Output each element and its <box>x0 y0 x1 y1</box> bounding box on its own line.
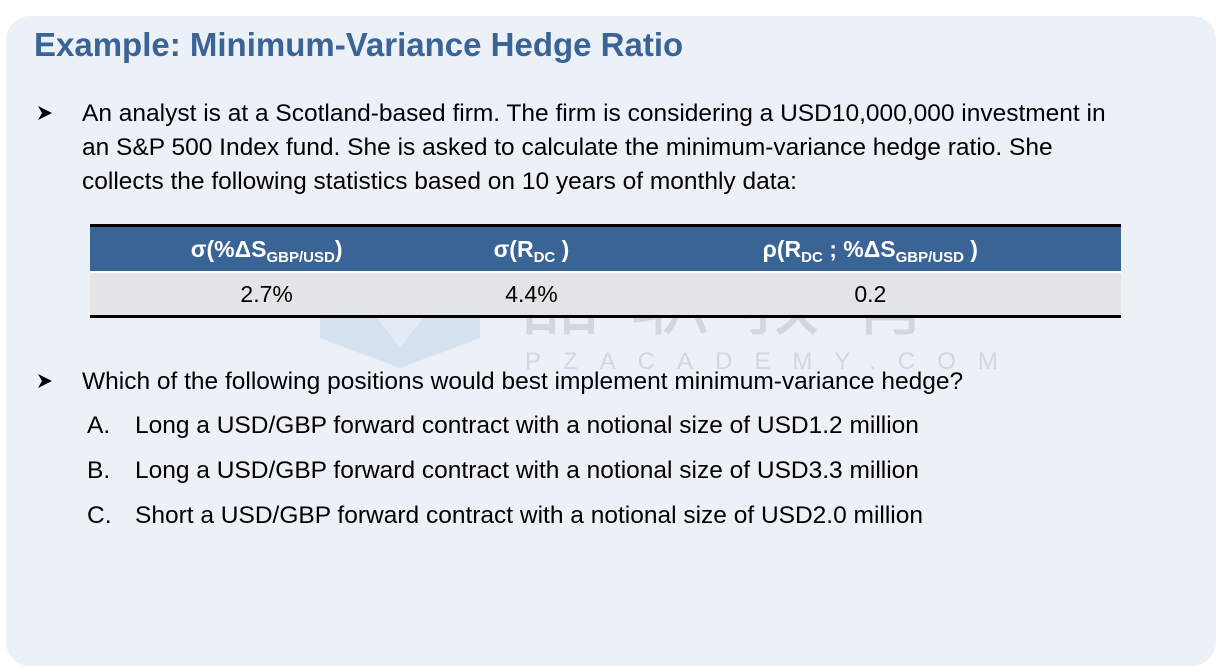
arrow-bullet-icon <box>36 104 54 126</box>
option-letter: A. <box>87 412 111 439</box>
table-cell: 0.2 <box>619 272 1121 318</box>
statistics-table: σ(%ΔSGBP/USD) σ(RDC ) ρ(RDC ; %ΔSGBP/USD… <box>90 224 1121 318</box>
header-sigma-rdc: σ(RDC ) <box>443 224 620 273</box>
header-correlation: ρ(RDC ; %ΔSGBP/USD ) <box>619 224 1121 273</box>
header-sigma-fx: σ(%ΔSGBP/USD) <box>90 224 444 273</box>
slide-title: Example: Minimum-Variance Hedge Ratio <box>34 26 684 63</box>
table-cell: 2.7% <box>90 272 444 318</box>
option-text: Long a USD/GBP forward contract with a n… <box>135 457 919 484</box>
intro-line: An analyst is at a Scotland-based firm. … <box>82 100 1106 127</box>
intro-line: an S&P 500 Index fund. She is asked to c… <box>82 134 1053 161</box>
option-letter: B. <box>87 457 111 484</box>
intro-line: collects the following statistics based … <box>82 168 797 195</box>
slide-card <box>6 16 1216 666</box>
option-text: Short a USD/GBP forward contract with a … <box>135 502 923 529</box>
option-letter: C. <box>87 502 112 529</box>
question-text: Which of the following positions would b… <box>82 368 964 395</box>
option-text: Long a USD/GBP forward contract with a n… <box>135 412 919 439</box>
arrow-bullet-icon <box>36 372 54 394</box>
table-cell: 4.4% <box>443 272 620 318</box>
intro-paragraph: An analyst is at a Scotland-based firm. … <box>82 97 1192 199</box>
table-header-row: σ(%ΔSGBP/USD) σ(RDC ) ρ(RDC ; %ΔSGBP/USD… <box>90 224 1121 273</box>
table-row: 2.7% 4.4% 0.2 <box>90 272 1121 318</box>
